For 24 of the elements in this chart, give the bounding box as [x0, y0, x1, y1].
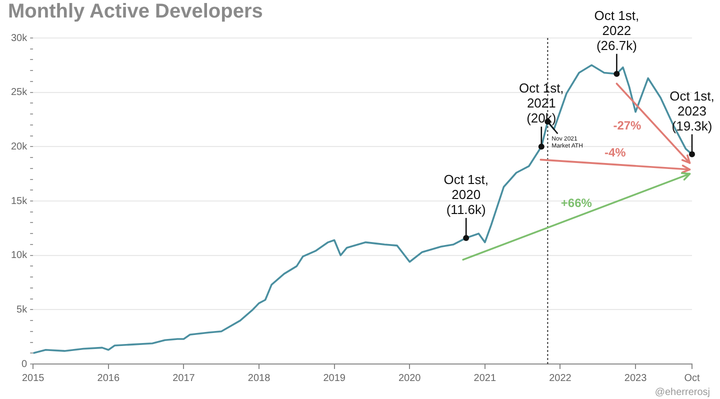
- y-tick-label: 25k: [11, 87, 28, 98]
- x-tick-label: 2021: [474, 372, 496, 384]
- annotation: Oct 1st, 2022 (26.7k): [594, 8, 640, 53]
- y-tick-label: 5k: [16, 304, 28, 316]
- x-tick-label: 2017: [172, 372, 196, 384]
- text: @eherrerosj: [654, 386, 710, 398]
- x-tick-label: 2016: [97, 372, 120, 384]
- y-tick-label: 30k: [11, 32, 28, 44]
- chart-title: Monthly Active Developers: [8, 0, 263, 23]
- y-tick-label: 20k: [11, 141, 28, 152]
- x-tick-label: Oct: [684, 372, 700, 384]
- x-tick-label: 2023: [624, 372, 648, 384]
- x-tick-label: 2018: [248, 372, 271, 384]
- x-tick-label: 2015: [22, 372, 45, 384]
- x-tick-label: 2020: [398, 372, 422, 384]
- annotation: -4%: [604, 146, 626, 160]
- annotation: +66%: [560, 196, 592, 210]
- y-tick-label: 15k: [11, 196, 28, 207]
- y-tick-label: 10k: [11, 250, 28, 262]
- annotation: Oct 1st, 2020 (11.6k): [444, 172, 488, 218]
- y-tick-label: 0: [22, 358, 28, 370]
- x-tick-label: 2019: [323, 372, 346, 384]
- annotation: -27%: [613, 118, 642, 132]
- x-tick-label: 2022: [549, 372, 572, 384]
